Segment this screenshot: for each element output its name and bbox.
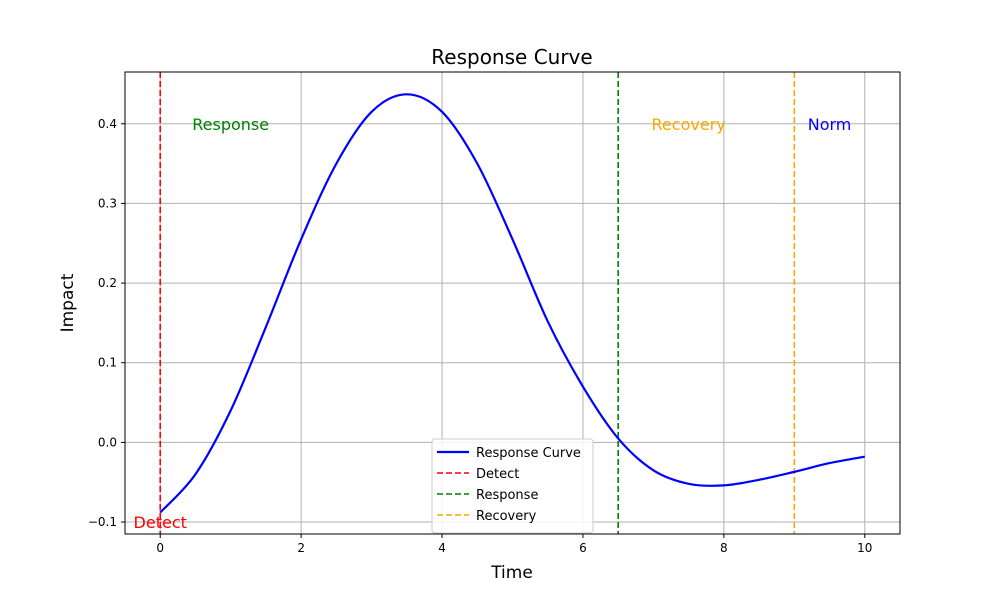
y-axis-ticks: −0.1 0.0 0.1 0.2 0.3 0.4: [88, 117, 125, 529]
x-axis-title: Time: [490, 563, 533, 583]
legend: Response Curve Detect Response Recovery: [431, 438, 594, 534]
y-tick-label: −0.1: [88, 515, 117, 529]
legend-entry-detect: Detect: [476, 467, 519, 482]
y-axis-title: Impact: [58, 273, 78, 332]
vertical-markers: [159, 72, 796, 534]
y-tick-label: 0.3: [98, 196, 117, 210]
plot-frame: [124, 71, 901, 535]
annotation-response: Response: [192, 115, 269, 134]
x-tick-label: 8: [720, 541, 728, 555]
legend-entry-recovery: Recovery: [476, 509, 537, 524]
annotation-norm: Norm: [808, 115, 852, 134]
y-tick-label: 0.2: [98, 276, 117, 290]
chart-title: Response Curve: [431, 45, 592, 69]
x-tick-label: 4: [438, 541, 446, 555]
annotation-detect: Detect: [134, 513, 187, 532]
annotation-recovery: Recovery: [652, 115, 726, 134]
series-line-response-curve: [159, 93, 865, 514]
legend-entry-response-curve: Response Curve: [476, 446, 581, 461]
series-layer: [159, 93, 865, 514]
x-tick-label: 10: [857, 541, 872, 555]
x-tick-label: 0: [156, 541, 164, 555]
x-tick-label: 6: [579, 541, 587, 555]
y-tick-label: 0.0: [98, 435, 117, 449]
annotation-layer: Detect Response Recovery Norm: [134, 115, 852, 532]
legend-entry-response: Response: [476, 488, 538, 503]
x-axis-ticks: 0 2 4 6 8 10: [156, 534, 872, 555]
y-tick-label: 0.4: [98, 117, 117, 131]
x-tick-label: 2: [297, 541, 305, 555]
y-tick-label: 0.1: [98, 356, 117, 370]
legend-box: [431, 438, 594, 534]
